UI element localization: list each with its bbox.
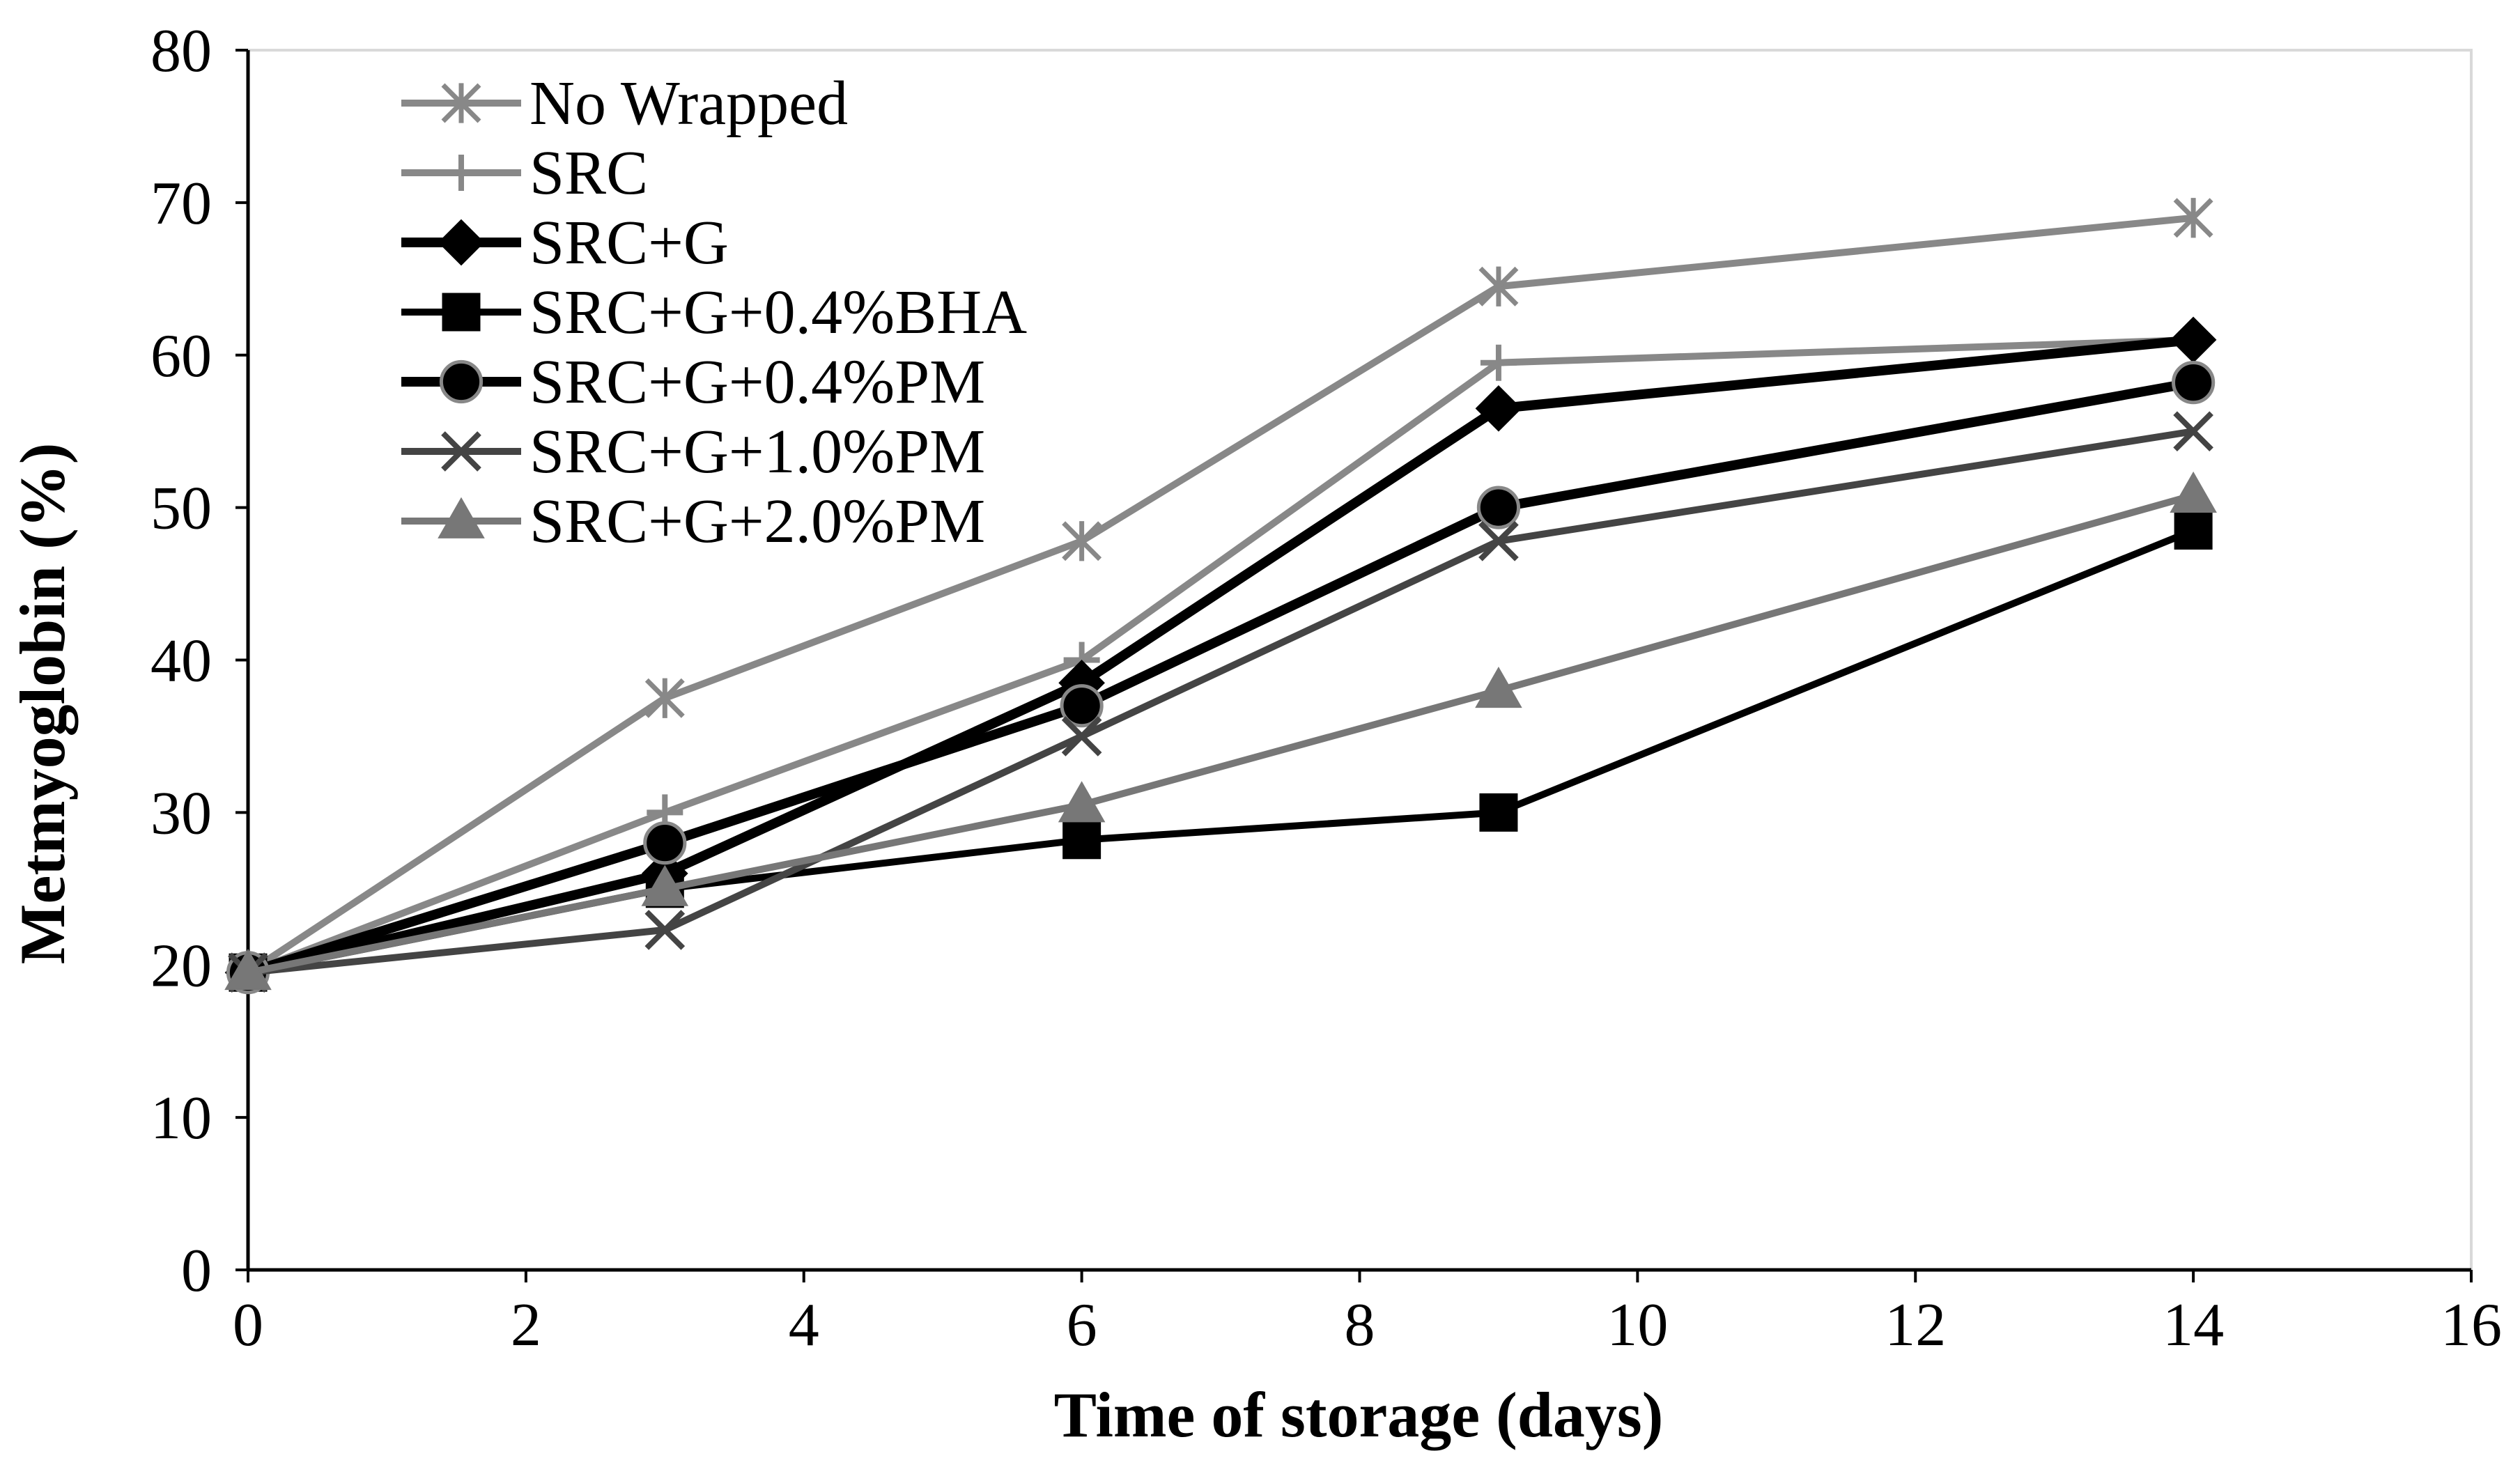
legend-item: SRC+G+2.0%PM [401,487,985,556]
legend-label: No Wrapped [529,69,848,138]
y-axis-title: Metmyoglobin (%) [7,443,78,965]
series-3-point [1475,385,1522,432]
y-tick-label: 0 [181,1237,212,1305]
legend-swatch-marker [441,83,481,123]
series-5-point [2172,361,2216,405]
x-tick-label: 6 [1067,1291,1097,1359]
legend-swatch-marker [439,359,484,404]
legend: No WrappedSRCSRC+GSRC+G+0.4%BHASRC+G+0.4… [401,69,1027,556]
y-tick-label: 50 [150,475,212,543]
series-7-point [224,948,272,991]
series-5-point [643,821,687,865]
series-1-point [2173,198,2213,238]
y-tick-label: 30 [150,779,212,847]
series-6-point [2173,411,2213,452]
series-7-point [1475,667,1522,708]
series-4-point [1062,821,1101,860]
series-6-point [1061,716,1102,757]
x-tick-label: 12 [1885,1291,1946,1359]
legend-item: SRC+G+0.4%BHA [401,278,1027,347]
x-tick-label: 10 [1607,1291,1668,1359]
x-tick-label: 2 [511,1291,541,1359]
marker-stroke [1061,716,1102,757]
legend-swatch-marker [443,155,479,191]
series-6-point [644,910,686,950]
axes: 0 10 20 30 40 50 60 70 80 0 2 4 6 8 10 12 14 16 [150,17,2502,1359]
legend-label: SRC+G+0.4%PM [529,348,985,417]
series-7-point [2170,471,2217,513]
legend-swatch-marker [442,293,481,332]
series-3 [224,316,2217,996]
y-tick-label: 40 [150,628,212,695]
y-tick-label: 70 [150,170,212,238]
legend-item: SRC [401,139,648,208]
marker-stroke [1478,520,1519,561]
series-4-point [1479,793,1518,832]
series-7 [224,471,2217,991]
series-5-point [1476,486,1521,529]
legend-swatch-marker [438,497,485,538]
legend-label: SRC+G [529,208,729,277]
y-tick-label: 10 [150,1085,212,1152]
legend-item: SRC+G+1.0%PM [401,417,985,486]
series-layer [224,198,2217,996]
x-tick-label: 4 [789,1291,819,1359]
series-1-point [1062,521,1102,561]
series-1-point [1478,266,1519,307]
legend-label: SRC [529,139,648,208]
y-tick-label: 60 [150,323,212,390]
y-tick-label: 20 [150,932,212,1000]
series-7-point [641,864,689,906]
legend-item: SRC+G+0.4%PM [401,348,985,417]
x-tick-label: 8 [1345,1291,1375,1359]
legend-swatch-marker [441,431,481,472]
legend-item: SRC+G [401,208,729,277]
x-tick-label: 0 [233,1291,263,1359]
series-1-point [644,678,685,718]
series-5 [226,361,2216,995]
legend-label: SRC+G+2.0%PM [529,487,985,556]
y-tick-label: 80 [150,17,212,85]
series-3-point [2170,316,2217,364]
series-2-point [1480,344,1517,381]
series-7-point [1058,781,1106,823]
legend-swatch-marker [438,219,485,266]
series-6-point [1478,520,1519,561]
series-4-point [2174,511,2213,550]
x-axis-title: Time of storage (days) [1054,1379,1664,1450]
marker-stroke [2173,411,2213,452]
legend-label: SRC+G+0.4%BHA [529,278,1027,347]
marker-stroke [644,910,686,950]
legend-item: No Wrapped [401,69,848,138]
legend-label: SRC+G+1.0%PM [529,417,985,486]
series-5-point [1060,684,1104,728]
x-tick-label: 16 [2441,1291,2502,1359]
x-tick-label: 14 [2163,1291,2224,1359]
marker-stroke [441,431,481,472]
